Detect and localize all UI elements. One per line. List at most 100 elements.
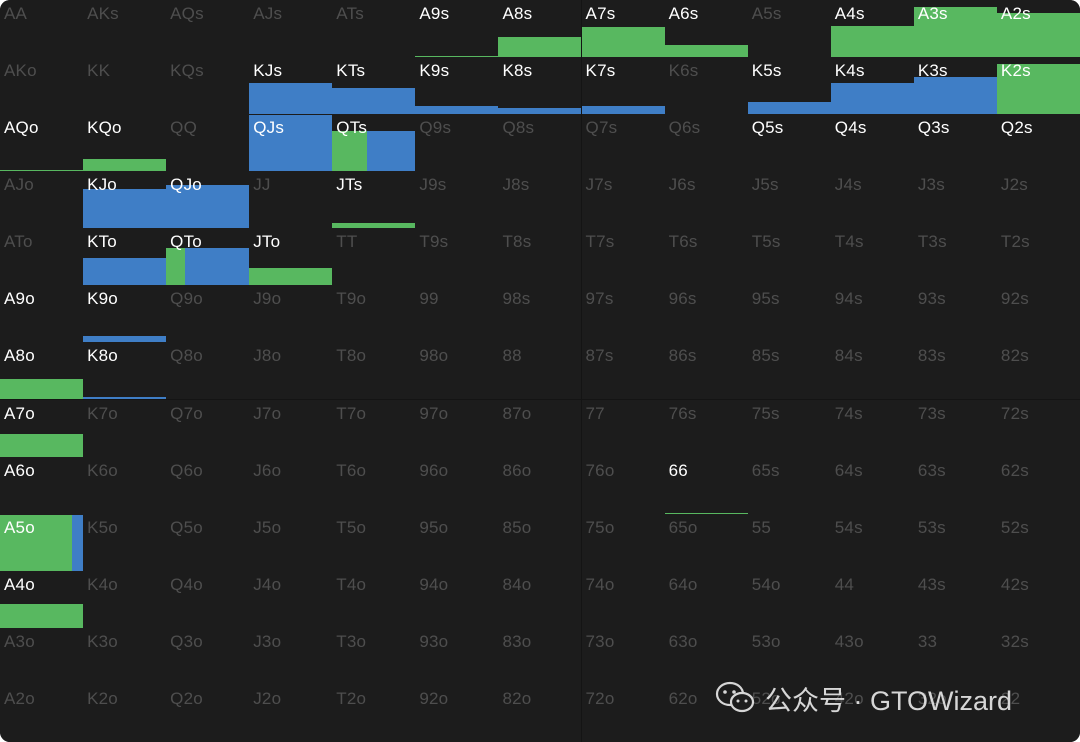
- hand-cell-32o[interactable]: 32o: [913, 684, 998, 742]
- hand-cell-K9s[interactable]: K9s: [415, 57, 500, 116]
- hand-cell-JJ[interactable]: JJ: [249, 171, 334, 230]
- hand-cell-73s[interactable]: 73s: [913, 399, 998, 458]
- hand-cell-QTs[interactable]: QTs: [332, 114, 417, 173]
- hand-cell-55[interactable]: 55: [747, 513, 832, 572]
- hand-cell-ATo[interactable]: ATo: [0, 228, 84, 287]
- hand-cell-J9o[interactable]: J9o: [249, 285, 334, 344]
- hand-cell-J3s[interactable]: J3s: [913, 171, 998, 230]
- hand-cell-62s[interactable]: 62s: [996, 456, 1080, 515]
- hand-cell-86o[interactable]: 86o: [498, 456, 583, 515]
- hand-cell-K2s[interactable]: K2s: [996, 57, 1080, 116]
- hand-cell-74o[interactable]: 74o: [581, 570, 666, 629]
- hand-cell-J9s[interactable]: J9s: [415, 171, 500, 230]
- hand-cell-K6s[interactable]: K6s: [664, 57, 749, 116]
- hand-cell-A9s[interactable]: A9s: [415, 0, 500, 58]
- hand-cell-52o[interactable]: 52o: [747, 684, 832, 742]
- hand-cell-Q6o[interactable]: Q6o: [166, 456, 251, 515]
- hand-cell-T4o[interactable]: T4o: [332, 570, 417, 629]
- hand-cell-J5o[interactable]: J5o: [249, 513, 334, 572]
- hand-cell-AKs[interactable]: AKs: [83, 0, 168, 58]
- hand-cell-A6o[interactable]: A6o: [0, 456, 84, 515]
- hand-cell-83s[interactable]: 83s: [913, 342, 998, 401]
- hand-cell-AJs[interactable]: AJs: [249, 0, 334, 58]
- hand-cell-Q9s[interactable]: Q9s: [415, 114, 500, 173]
- hand-cell-J8o[interactable]: J8o: [249, 342, 334, 401]
- hand-cell-Q3s[interactable]: Q3s: [913, 114, 998, 173]
- hand-cell-A4s[interactable]: A4s: [830, 0, 915, 58]
- hand-cell-Q7o[interactable]: Q7o: [166, 399, 251, 458]
- hand-cell-T7o[interactable]: T7o: [332, 399, 417, 458]
- hand-cell-T2o[interactable]: T2o: [332, 684, 417, 742]
- hand-cell-42s[interactable]: 42s: [996, 570, 1080, 629]
- hand-cell-ATs[interactable]: ATs: [332, 0, 417, 58]
- hand-cell-22[interactable]: 22: [996, 684, 1080, 742]
- hand-cell-A5s[interactable]: A5s: [747, 0, 832, 58]
- hand-cell-98o[interactable]: 98o: [415, 342, 500, 401]
- hand-cell-65s[interactable]: 65s: [747, 456, 832, 515]
- hand-cell-K5o[interactable]: K5o: [83, 513, 168, 572]
- hand-cell-63o[interactable]: 63o: [664, 627, 749, 686]
- hand-cell-A9o[interactable]: A9o: [0, 285, 84, 344]
- hand-cell-A5o[interactable]: A5o: [0, 513, 84, 572]
- hand-cell-82s[interactable]: 82s: [996, 342, 1080, 401]
- hand-cell-A3o[interactable]: A3o: [0, 627, 84, 686]
- hand-cell-K7o[interactable]: K7o: [83, 399, 168, 458]
- hand-cell-A4o[interactable]: A4o: [0, 570, 84, 629]
- hand-cell-QQ[interactable]: QQ: [166, 114, 251, 173]
- hand-cell-K6o[interactable]: K6o: [83, 456, 168, 515]
- hand-cell-J6o[interactable]: J6o: [249, 456, 334, 515]
- hand-cell-K3o[interactable]: K3o: [83, 627, 168, 686]
- hand-cell-AQo[interactable]: AQo: [0, 114, 84, 173]
- hand-cell-T8o[interactable]: T8o: [332, 342, 417, 401]
- hand-cell-42o[interactable]: 42o: [830, 684, 915, 742]
- hand-cell-AA[interactable]: AA: [0, 0, 84, 58]
- hand-cell-82o[interactable]: 82o: [498, 684, 583, 742]
- hand-cell-32s[interactable]: 32s: [996, 627, 1080, 686]
- hand-cell-J4o[interactable]: J4o: [249, 570, 334, 629]
- hand-cell-76o[interactable]: 76o: [581, 456, 666, 515]
- hand-cell-Q6s[interactable]: Q6s: [664, 114, 749, 173]
- hand-cell-J3o[interactable]: J3o: [249, 627, 334, 686]
- hand-cell-A8s[interactable]: A8s: [498, 0, 583, 58]
- hand-cell-95s[interactable]: 95s: [747, 285, 832, 344]
- hand-cell-T3s[interactable]: T3s: [913, 228, 998, 287]
- hand-cell-JTo[interactable]: JTo: [249, 228, 334, 287]
- hand-cell-T6o[interactable]: T6o: [332, 456, 417, 515]
- hand-cell-33[interactable]: 33: [913, 627, 998, 686]
- hand-cell-53s[interactable]: 53s: [913, 513, 998, 572]
- hand-cell-43s[interactable]: 43s: [913, 570, 998, 629]
- hand-cell-75o[interactable]: 75o: [581, 513, 666, 572]
- hand-cell-J7o[interactable]: J7o: [249, 399, 334, 458]
- hand-cell-KTs[interactable]: KTs: [332, 57, 417, 116]
- hand-cell-88[interactable]: 88: [498, 342, 583, 401]
- hand-cell-54o[interactable]: 54o: [747, 570, 832, 629]
- hand-cell-72s[interactable]: 72s: [996, 399, 1080, 458]
- hand-cell-JTs[interactable]: JTs: [332, 171, 417, 230]
- hand-cell-77[interactable]: 77: [581, 399, 666, 458]
- hand-cell-AJo[interactable]: AJo: [0, 171, 84, 230]
- hand-cell-93s[interactable]: 93s: [913, 285, 998, 344]
- hand-cell-Q9o[interactable]: Q9o: [166, 285, 251, 344]
- hand-cell-93o[interactable]: 93o: [415, 627, 500, 686]
- hand-cell-KQo[interactable]: KQo: [83, 114, 168, 173]
- hand-cell-K8s[interactable]: K8s: [498, 57, 583, 116]
- hand-cell-A3s[interactable]: A3s: [913, 0, 998, 58]
- hand-cell-AQs[interactable]: AQs: [166, 0, 251, 58]
- hand-cell-A7s[interactable]: A7s: [581, 0, 666, 58]
- hand-cell-64s[interactable]: 64s: [830, 456, 915, 515]
- hand-cell-94s[interactable]: 94s: [830, 285, 915, 344]
- hand-cell-KJo[interactable]: KJo: [83, 171, 168, 230]
- hand-cell-74s[interactable]: 74s: [830, 399, 915, 458]
- hand-cell-T7s[interactable]: T7s: [581, 228, 666, 287]
- hand-cell-AKo[interactable]: AKo: [0, 57, 84, 116]
- hand-cell-87s[interactable]: 87s: [581, 342, 666, 401]
- hand-cell-Q5o[interactable]: Q5o: [166, 513, 251, 572]
- hand-cell-96o[interactable]: 96o: [415, 456, 500, 515]
- hand-cell-T9o[interactable]: T9o: [332, 285, 417, 344]
- hand-cell-T6s[interactable]: T6s: [664, 228, 749, 287]
- hand-cell-J8s[interactable]: J8s: [498, 171, 583, 230]
- hand-cell-84o[interactable]: 84o: [498, 570, 583, 629]
- hand-cell-85o[interactable]: 85o: [498, 513, 583, 572]
- hand-cell-Q7s[interactable]: Q7s: [581, 114, 666, 173]
- hand-cell-J2s[interactable]: J2s: [996, 171, 1080, 230]
